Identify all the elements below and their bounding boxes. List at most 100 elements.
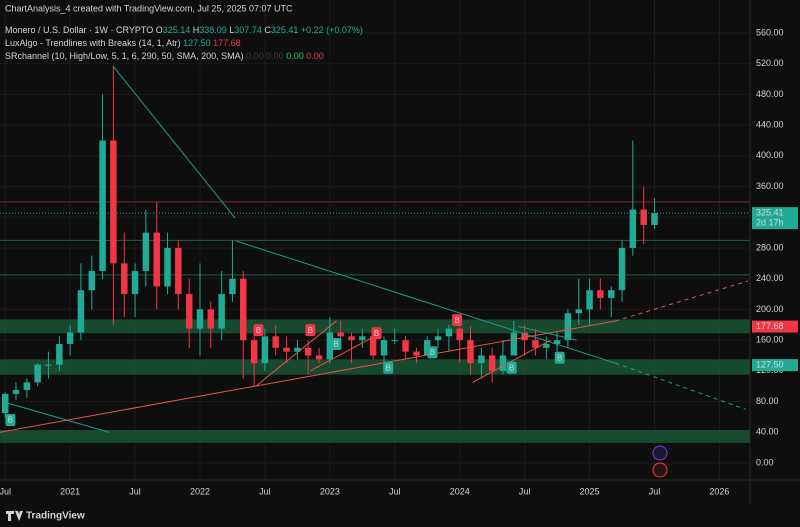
candle-body [391,340,399,342]
candle-body [294,347,301,352]
candle-body [142,232,150,272]
candle-body [250,340,258,364]
candle-body [424,340,431,356]
candle-body [543,343,550,348]
legend-symbol-row: Monero / U.S. Dollar · 1W · CRYPTO O 325.… [5,25,363,35]
indicator-value: 127.50 [183,38,213,48]
candle-body [640,209,647,225]
ohlc-value: 325.41 [271,25,301,35]
price-label: 127.50 [756,359,784,369]
candle-body [499,355,507,371]
y-tick-label: 560.00 [756,27,784,37]
break-marker [305,324,316,337]
break-label: B [386,363,391,372]
ohlc-key: H [193,25,200,35]
candle-body [618,248,626,291]
x-tick-label: Jul [129,486,141,496]
x-tick-label: 2021 [60,486,80,496]
candle-body [45,364,52,366]
break-marker [371,327,382,340]
symbol: Monero / U.S. Dollar · 1W · CRYPTO [5,25,156,35]
candle-body [88,271,96,291]
candle-body [597,290,604,298]
trendline [255,320,337,387]
y-tick-label: 440.00 [756,120,784,130]
candle-body [99,140,106,272]
candle-body [337,332,344,337]
x-tick-label: Jul [389,486,401,496]
ohlc-key: O [156,25,163,35]
candle-body [402,340,409,352]
candle-body [380,340,388,356]
candle-body [175,248,182,295]
price-label: 325.41 [756,208,784,218]
indicator-value: 0.00 [286,51,306,61]
ohlc-value: 338.09 [199,25,229,35]
candle-body [23,382,31,391]
candle-body [283,347,290,352]
candle-body [510,332,518,356]
axes: 0.0040.0080.00120.00160.00200.00240.0028… [0,27,798,496]
event-icon[interactable] [652,445,668,461]
candle-body [164,248,171,287]
candle-body [315,355,323,360]
candle-body [478,355,485,364]
break-label: B [557,353,562,362]
break-marker [5,414,16,426]
candle-body [121,263,128,295]
break-label: B [308,326,313,335]
candle-body [564,313,572,341]
price-label-sub: 2d 17h [756,218,784,228]
sr-zone [0,429,750,444]
candle-body [369,336,377,356]
candle-body [185,294,193,329]
ohlc-key: L [229,25,234,35]
y-tick-label: 0.00 [756,457,774,467]
break-label: B [454,316,459,325]
break-marker [452,314,463,327]
x-tick-label: Jul [649,486,661,496]
candle-body [445,328,453,337]
plot: B B B B B B B B B B [0,65,750,444]
trendline [236,240,616,364]
price-label-box [752,207,798,230]
change: +0.22 (+0.07%) [301,25,363,35]
y-tick-label: 240.00 [756,273,784,283]
candle-body [456,328,463,341]
candle-body [575,309,583,314]
candle-body [553,340,561,344]
x-tick-label: Jul [259,486,271,496]
break-marker [383,361,394,374]
price-label-box [752,320,798,333]
candle-body [272,336,279,348]
candle-body [434,336,442,341]
y-tick-label: 160.00 [756,335,784,345]
break-label: B [8,416,13,425]
x-tick-label: 2023 [320,486,340,496]
candle-body [207,309,214,329]
break-marker [331,337,342,350]
candle-body [131,271,139,295]
candle-body [66,332,74,344]
indicator-row: SRchannel (10, High/Low, 5, 1, 6, 290, 5… [5,51,324,61]
brand-logo [6,511,23,521]
y-tick-label: 40.00 [756,427,779,437]
indicator-value: 177.68 [213,38,241,48]
x-tick-label: Jul [519,486,531,496]
header: ChartAnalysis_4 created with TradingView… [5,3,293,13]
x-tick-label: 2024 [450,486,470,496]
trendline [518,325,577,341]
candle-body [77,290,85,333]
candle-body [348,336,355,341]
candle-body [304,347,312,356]
y-tick-label: 400.00 [756,150,784,160]
y-tick-label: 520.00 [756,58,784,68]
indicator-value: 0.00 [306,51,324,61]
trendline [615,362,746,410]
event-icon[interactable] [652,462,668,478]
candle-body [521,332,528,341]
candle-body [1,393,9,414]
break-label: B [374,329,379,338]
break-label: B [334,340,339,349]
